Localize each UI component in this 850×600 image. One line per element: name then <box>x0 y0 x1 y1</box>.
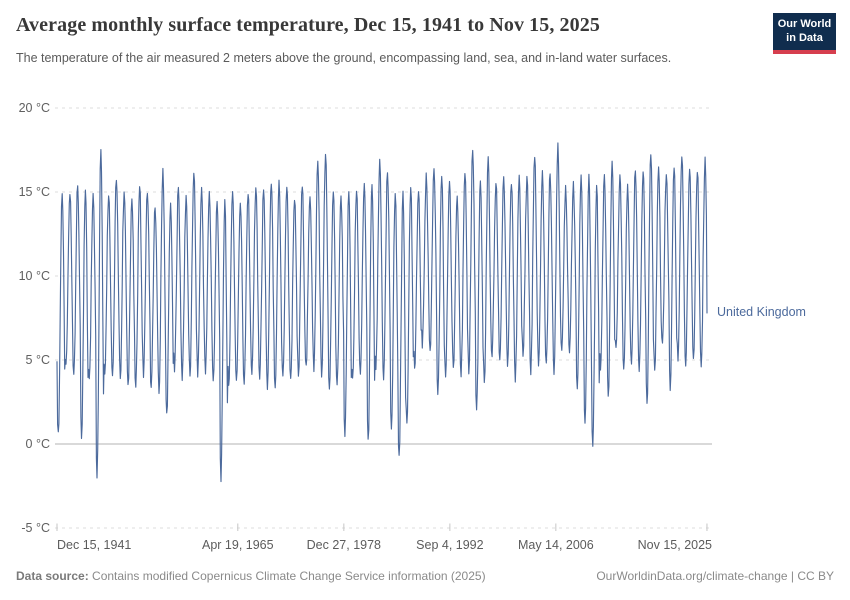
x-axis-label: May 14, 2006 <box>517 538 594 552</box>
y-axis-label: 10 °C <box>18 269 50 283</box>
y-axis-label: 20 °C <box>18 101 50 115</box>
data-source-label: Data source: <box>16 569 89 583</box>
chart-footer: Data source: Contains modified Copernicu… <box>16 566 834 586</box>
owid-logo-line2: in Data <box>786 31 823 44</box>
owid-logo[interactable]: Our World in Data <box>773 13 836 54</box>
chart-title: Average monthly surface temperature, Dec… <box>16 14 600 36</box>
y-axis-label: -5 °C <box>21 521 50 535</box>
data-source-text: Contains modified Copernicus Climate Cha… <box>88 569 486 583</box>
x-axis-label: Nov 15, 2025 <box>637 538 712 552</box>
owid-license-link[interactable]: OurWorldinData.org/climate-change | CC B… <box>596 569 834 583</box>
data-source-note: Data source: Contains modified Copernicu… <box>16 569 486 583</box>
series-label-united-kingdom: United Kingdom <box>717 305 806 319</box>
y-axis-label: 15 °C <box>18 185 50 199</box>
chart-subtitle: The temperature of the air measured 2 me… <box>16 51 672 65</box>
x-axis-label: Dec 15, 1941 <box>57 538 132 552</box>
y-axis-label: 0 °C <box>25 437 50 451</box>
temperature-series-line <box>56 142 708 483</box>
x-axis-label: Dec 27, 1978 <box>306 538 381 552</box>
x-axis-label: Apr 19, 1965 <box>202 538 274 552</box>
owid-logo-line1: Our World <box>777 17 832 30</box>
y-axis-label: 5 °C <box>25 353 50 367</box>
x-axis-label: Sep 4, 1992 <box>416 538 484 552</box>
